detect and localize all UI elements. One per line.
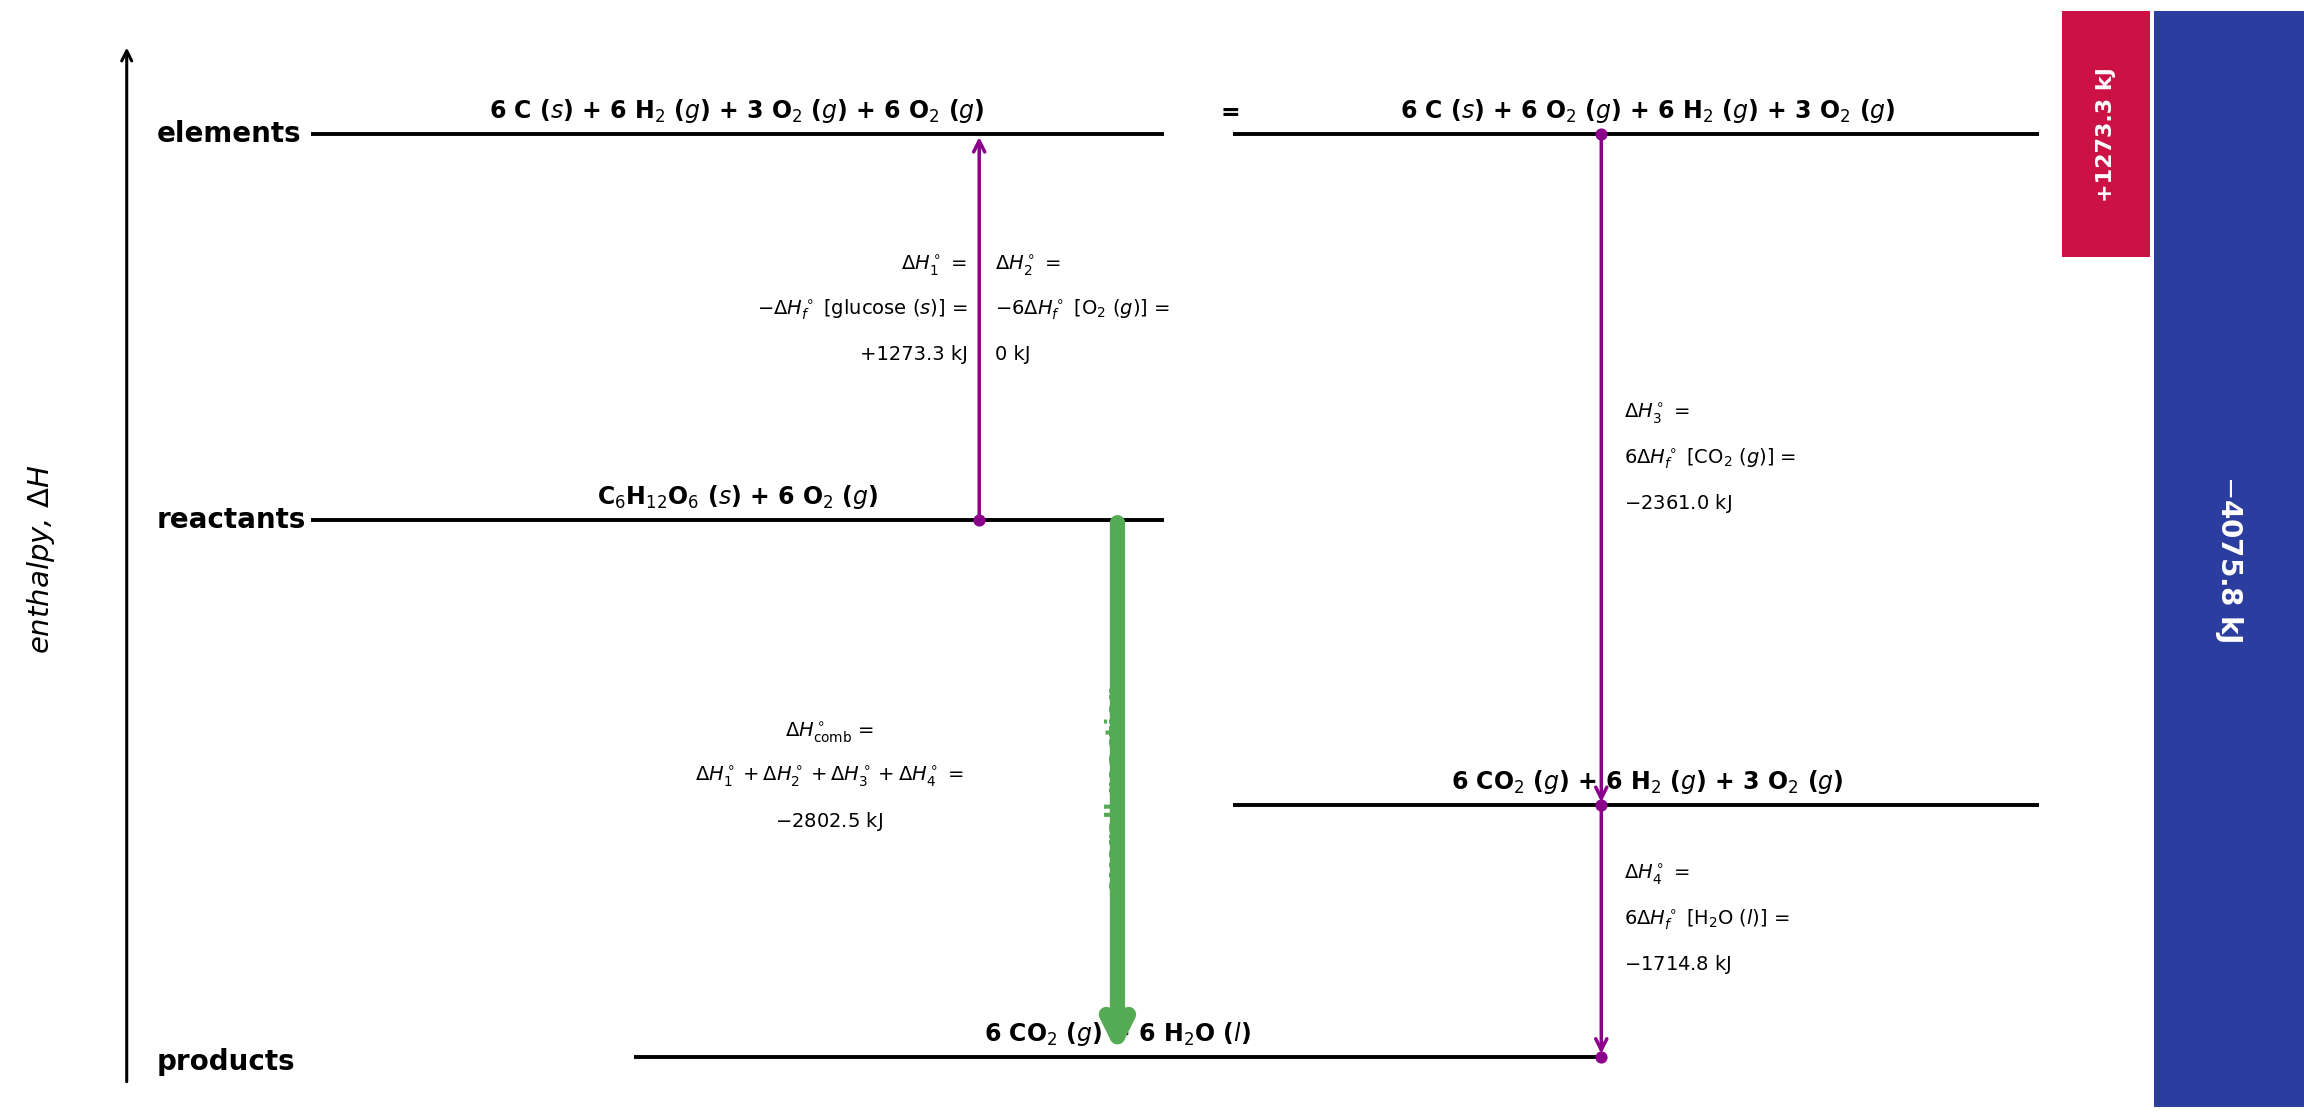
- Point: [1583, 796, 1620, 814]
- Text: +1273.3 kJ: +1273.3 kJ: [859, 345, 968, 364]
- Text: 6 C ($s$) + 6 H$_2$ ($g$) + 3 O$_2$ ($g$) + 6 O$_2$ ($g$): 6 C ($s$) + 6 H$_2$ ($g$) + 3 O$_2$ ($g$…: [488, 97, 986, 125]
- Text: $\Delta H_1^\circ$ =: $\Delta H_1^\circ$ =: [901, 253, 968, 278]
- Point: [1583, 125, 1620, 143]
- Text: 0 kJ: 0 kJ: [995, 345, 1030, 364]
- Bar: [2062, 11, 2150, 257]
- Text: $-$2802.5 kJ: $-$2802.5 kJ: [776, 811, 882, 833]
- Text: $6\Delta H_f^\circ$ [CO$_2$ ($g$)] =: $6\Delta H_f^\circ$ [CO$_2$ ($g$)] =: [1624, 446, 1797, 471]
- Text: +1273.3 kJ: +1273.3 kJ: [2097, 67, 2115, 201]
- Text: $-\Delta H_f^\circ$ [glucose ($s$)] =: $-\Delta H_f^\circ$ [glucose ($s$)] =: [758, 299, 968, 322]
- Text: overall reaction: overall reaction: [1106, 683, 1129, 893]
- Point: [1583, 1048, 1620, 1065]
- Text: reactants: reactants: [157, 505, 306, 534]
- Text: elements: elements: [157, 120, 302, 149]
- Text: $\Delta H_3^\circ$ =: $\Delta H_3^\circ$ =: [1624, 401, 1691, 426]
- Bar: [2154, 11, 2304, 1107]
- Text: $\Delta H_2^\circ$ =: $\Delta H_2^\circ$ =: [995, 253, 1062, 278]
- Text: $-$4075.8 kJ: $-$4075.8 kJ: [2214, 475, 2244, 643]
- Text: $-$1714.8 kJ: $-$1714.8 kJ: [1624, 953, 1733, 976]
- Text: $\Delta H_1^\circ + \Delta H_2^\circ + \Delta H_3^\circ + \Delta H_4^\circ$ =: $\Delta H_1^\circ + \Delta H_2^\circ + \…: [696, 765, 963, 789]
- Text: $6\Delta H_f^\circ$ [H$_2$O ($\mathit{l}$)] =: $6\Delta H_f^\circ$ [H$_2$O ($\mathit{l}…: [1624, 908, 1790, 931]
- Point: [961, 511, 998, 529]
- Text: C$_6$H$_{12}$O$_6$ ($s$) + 6 O$_2$ ($g$): C$_6$H$_{12}$O$_6$ ($s$) + 6 O$_2$ ($g$): [597, 483, 878, 511]
- Text: $\Delta H_4^\circ$ =: $\Delta H_4^\circ$ =: [1624, 862, 1691, 888]
- Text: 6 CO$_2$ ($g$) + 6 H$_2$ ($g$) + 3 O$_2$ ($g$): 6 CO$_2$ ($g$) + 6 H$_2$ ($g$) + 3 O$_2$…: [1452, 768, 1843, 796]
- Text: enthalpy, $\Delta H$: enthalpy, $\Delta H$: [25, 464, 58, 654]
- Text: $\Delta H_{\rm comb}^\circ$ =: $\Delta H_{\rm comb}^\circ$ =: [786, 720, 873, 745]
- Text: products: products: [157, 1048, 295, 1077]
- Text: =: =: [1221, 102, 1240, 125]
- Text: 6 CO$_2$ ($g$) + 6 H$_2$O ($\mathit{l}$): 6 CO$_2$ ($g$) + 6 H$_2$O ($\mathit{l}$): [984, 1020, 1251, 1048]
- Text: $-$2361.0 kJ: $-$2361.0 kJ: [1624, 492, 1733, 514]
- Text: $-6\Delta H_f^\circ$ [O$_2$ ($g$)] =: $-6\Delta H_f^\circ$ [O$_2$ ($g$)] =: [995, 299, 1170, 322]
- Text: 6 C ($s$) + 6 O$_2$ ($g$) + 6 H$_2$ ($g$) + 3 O$_2$ ($g$): 6 C ($s$) + 6 O$_2$ ($g$) + 6 H$_2$ ($g$…: [1399, 97, 1896, 125]
